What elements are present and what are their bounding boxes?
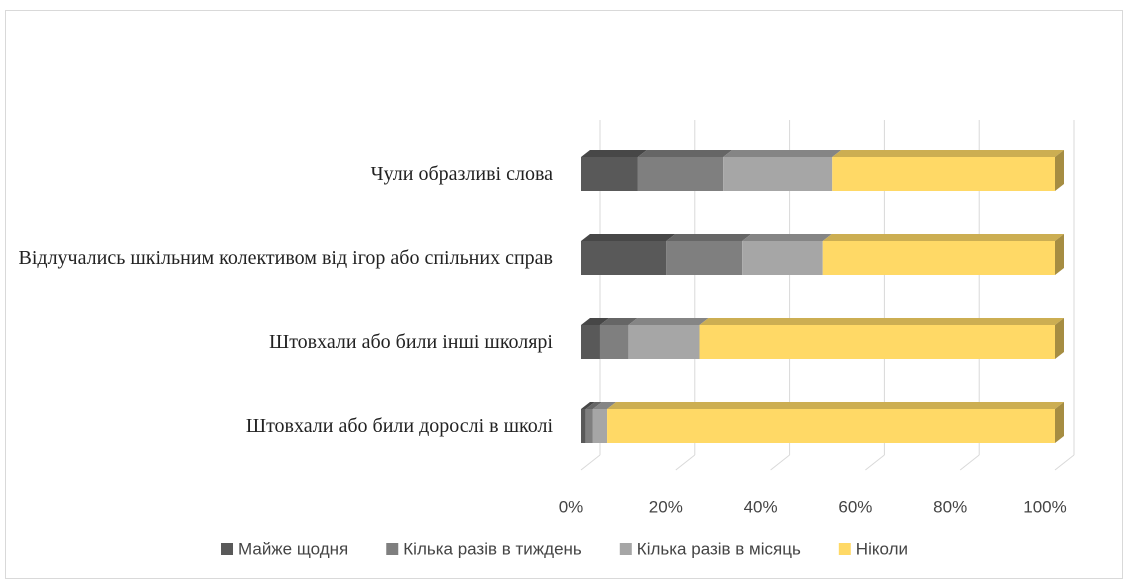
bar-top xyxy=(581,402,595,409)
legend-label: Ніколи xyxy=(856,539,908,558)
bar-top xyxy=(832,150,1064,157)
bar-top xyxy=(581,234,676,241)
floor-line xyxy=(1054,454,1075,471)
bar-side xyxy=(1055,318,1064,359)
bar xyxy=(628,325,700,359)
floor-line xyxy=(865,454,885,471)
bar-top xyxy=(699,318,1064,325)
bar xyxy=(637,157,724,191)
bar-top xyxy=(599,318,638,325)
legend-swatch xyxy=(221,543,234,555)
floor-line xyxy=(580,454,601,471)
floor-line xyxy=(959,454,980,471)
bar xyxy=(599,325,629,359)
bar xyxy=(585,409,593,443)
bar xyxy=(822,241,1055,275)
bar xyxy=(581,157,638,191)
bar-top xyxy=(742,234,832,241)
bar-top xyxy=(592,402,617,409)
bar-side xyxy=(1055,150,1064,191)
x-tick-label: 80% xyxy=(933,497,967,516)
chart-border xyxy=(5,10,1123,579)
legend-label: Майже щодня xyxy=(238,539,348,558)
bar-top xyxy=(628,318,709,325)
bar-top xyxy=(581,150,647,157)
bar-top xyxy=(637,150,733,157)
bar xyxy=(581,241,667,275)
legend-swatch xyxy=(619,543,632,555)
legend-label: Кілька разів в місяць xyxy=(637,539,801,558)
x-tick-label: 100% xyxy=(1023,497,1066,516)
floor-line xyxy=(675,454,696,471)
category-label: Чули образливі слова xyxy=(370,163,553,185)
category-label: Штовхали або били дорослі в школі xyxy=(245,415,553,437)
bar xyxy=(666,241,743,275)
category-label: Відлучались шкільним колективом від ігор… xyxy=(18,247,554,269)
bar xyxy=(699,325,1055,359)
category-label: Штовхали або били інші школярі xyxy=(269,331,553,353)
bar-side xyxy=(1055,402,1064,443)
legend: Майже щодня Кілька разів в тиждень Кілька … xyxy=(221,539,908,558)
bar xyxy=(723,157,833,191)
x-tick-label: 20% xyxy=(649,497,683,516)
bar-top xyxy=(822,234,1064,241)
bar-top xyxy=(581,318,609,325)
bar-top xyxy=(723,150,842,157)
x-tick-label: 40% xyxy=(744,497,778,516)
bar xyxy=(742,241,823,275)
bar xyxy=(607,409,1055,443)
bar-top xyxy=(585,402,602,409)
bar xyxy=(592,409,608,443)
x-tick-label: 60% xyxy=(838,497,872,516)
floor-line xyxy=(770,454,790,471)
bar-top xyxy=(666,234,752,241)
bar xyxy=(581,409,586,443)
bar xyxy=(581,325,600,359)
legend-label: Кілька разів в тиждень xyxy=(403,539,582,558)
bar-top xyxy=(607,402,1064,409)
legend-swatch xyxy=(386,543,399,555)
bar xyxy=(832,157,1055,191)
x-tick-label: 0% xyxy=(559,497,584,516)
legend-swatch xyxy=(838,543,851,555)
bar-side xyxy=(1055,234,1064,275)
